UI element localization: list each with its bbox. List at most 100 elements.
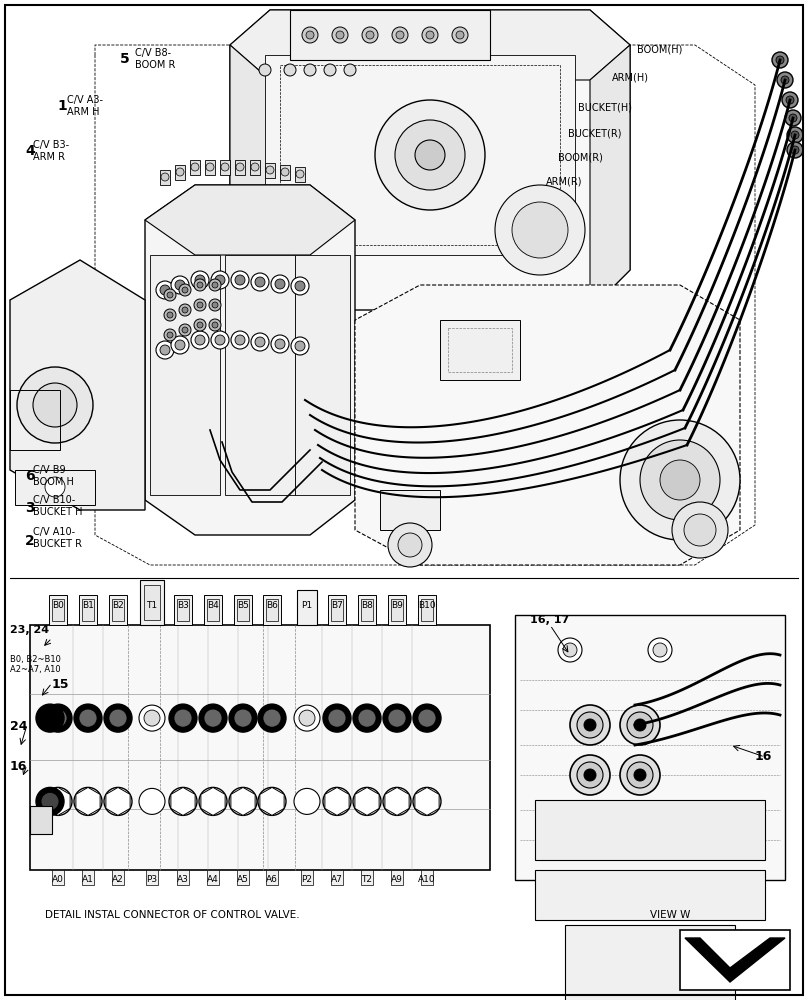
Circle shape [653, 643, 667, 657]
Circle shape [672, 502, 728, 558]
Text: BUCKET(R): BUCKET(R) [568, 128, 621, 138]
Bar [144, 585, 160, 620]
Text: A5: A5 [237, 875, 249, 884]
Circle shape [197, 302, 203, 308]
Text: P1: P1 [301, 601, 313, 610]
Circle shape [584, 719, 596, 731]
Text: BUCKET(H): BUCKET(H) [578, 102, 632, 112]
Circle shape [353, 787, 381, 815]
Text: B5: B5 [237, 601, 249, 610]
Text: 6: 6 [25, 469, 35, 483]
Bar [418, 595, 436, 625]
Circle shape [328, 709, 346, 727]
Circle shape [306, 31, 314, 39]
Bar [174, 595, 192, 625]
Text: 2: 2 [25, 534, 35, 548]
Circle shape [191, 163, 199, 171]
Text: A4: A4 [207, 875, 219, 884]
Text: B10: B10 [419, 601, 436, 610]
Bar [280, 65, 560, 245]
Circle shape [660, 460, 700, 500]
Circle shape [383, 704, 411, 732]
Circle shape [772, 52, 788, 68]
Circle shape [179, 284, 191, 296]
Bar [263, 595, 281, 625]
Circle shape [426, 31, 434, 39]
Circle shape [344, 64, 356, 76]
Text: B0: B0 [52, 601, 64, 610]
Circle shape [577, 712, 603, 738]
Text: B9: B9 [391, 601, 403, 610]
Bar [204, 595, 222, 625]
Circle shape [212, 302, 218, 308]
Bar [160, 170, 170, 185]
Circle shape [160, 345, 170, 355]
Circle shape [44, 787, 72, 815]
Bar [361, 599, 373, 621]
Polygon shape [145, 185, 355, 535]
Bar [234, 595, 252, 625]
Circle shape [263, 709, 281, 727]
Text: A10: A10 [419, 875, 436, 884]
Circle shape [323, 787, 351, 815]
Polygon shape [230, 10, 630, 80]
Bar [331, 599, 343, 621]
Text: B1: B1 [82, 601, 94, 610]
Polygon shape [170, 787, 195, 815]
Circle shape [156, 281, 174, 299]
Circle shape [33, 383, 77, 427]
Circle shape [204, 792, 222, 810]
Circle shape [175, 340, 185, 350]
Circle shape [648, 638, 672, 662]
Circle shape [413, 704, 441, 732]
Text: P3: P3 [146, 875, 158, 884]
Circle shape [167, 292, 173, 298]
Text: B6: B6 [266, 601, 278, 610]
Circle shape [74, 704, 102, 732]
Circle shape [229, 787, 257, 815]
Circle shape [255, 277, 265, 287]
Bar [150, 255, 220, 495]
Bar [391, 870, 403, 885]
Polygon shape [355, 787, 379, 815]
Circle shape [304, 64, 316, 76]
Circle shape [164, 329, 176, 341]
Circle shape [398, 533, 422, 557]
Circle shape [781, 76, 789, 84]
Circle shape [209, 319, 221, 331]
Text: A2: A2 [112, 875, 124, 884]
Circle shape [139, 788, 165, 814]
Circle shape [415, 140, 445, 170]
Polygon shape [415, 787, 439, 815]
Text: 24: 24 [10, 720, 27, 733]
Bar [440, 320, 520, 380]
Circle shape [49, 709, 67, 727]
Bar [328, 595, 346, 625]
Circle shape [332, 27, 348, 43]
Circle shape [291, 337, 309, 355]
Circle shape [251, 273, 269, 291]
Bar [237, 870, 249, 885]
Circle shape [789, 114, 797, 122]
Circle shape [45, 477, 65, 497]
Text: BOOM(H): BOOM(H) [637, 44, 683, 54]
Bar [266, 870, 278, 885]
Circle shape [231, 271, 249, 289]
Circle shape [182, 327, 188, 333]
Bar [190, 160, 200, 175]
Circle shape [299, 710, 315, 726]
Polygon shape [106, 787, 130, 815]
Bar [225, 255, 295, 495]
Circle shape [291, 277, 309, 295]
Bar [266, 599, 278, 621]
Circle shape [353, 704, 381, 732]
Circle shape [584, 769, 596, 781]
Circle shape [171, 276, 189, 294]
Circle shape [251, 163, 259, 171]
Polygon shape [385, 787, 409, 815]
Bar [535, 800, 765, 860]
Circle shape [41, 792, 59, 810]
Circle shape [206, 163, 214, 171]
Text: ARM(R): ARM(R) [546, 176, 583, 186]
Circle shape [36, 787, 64, 815]
